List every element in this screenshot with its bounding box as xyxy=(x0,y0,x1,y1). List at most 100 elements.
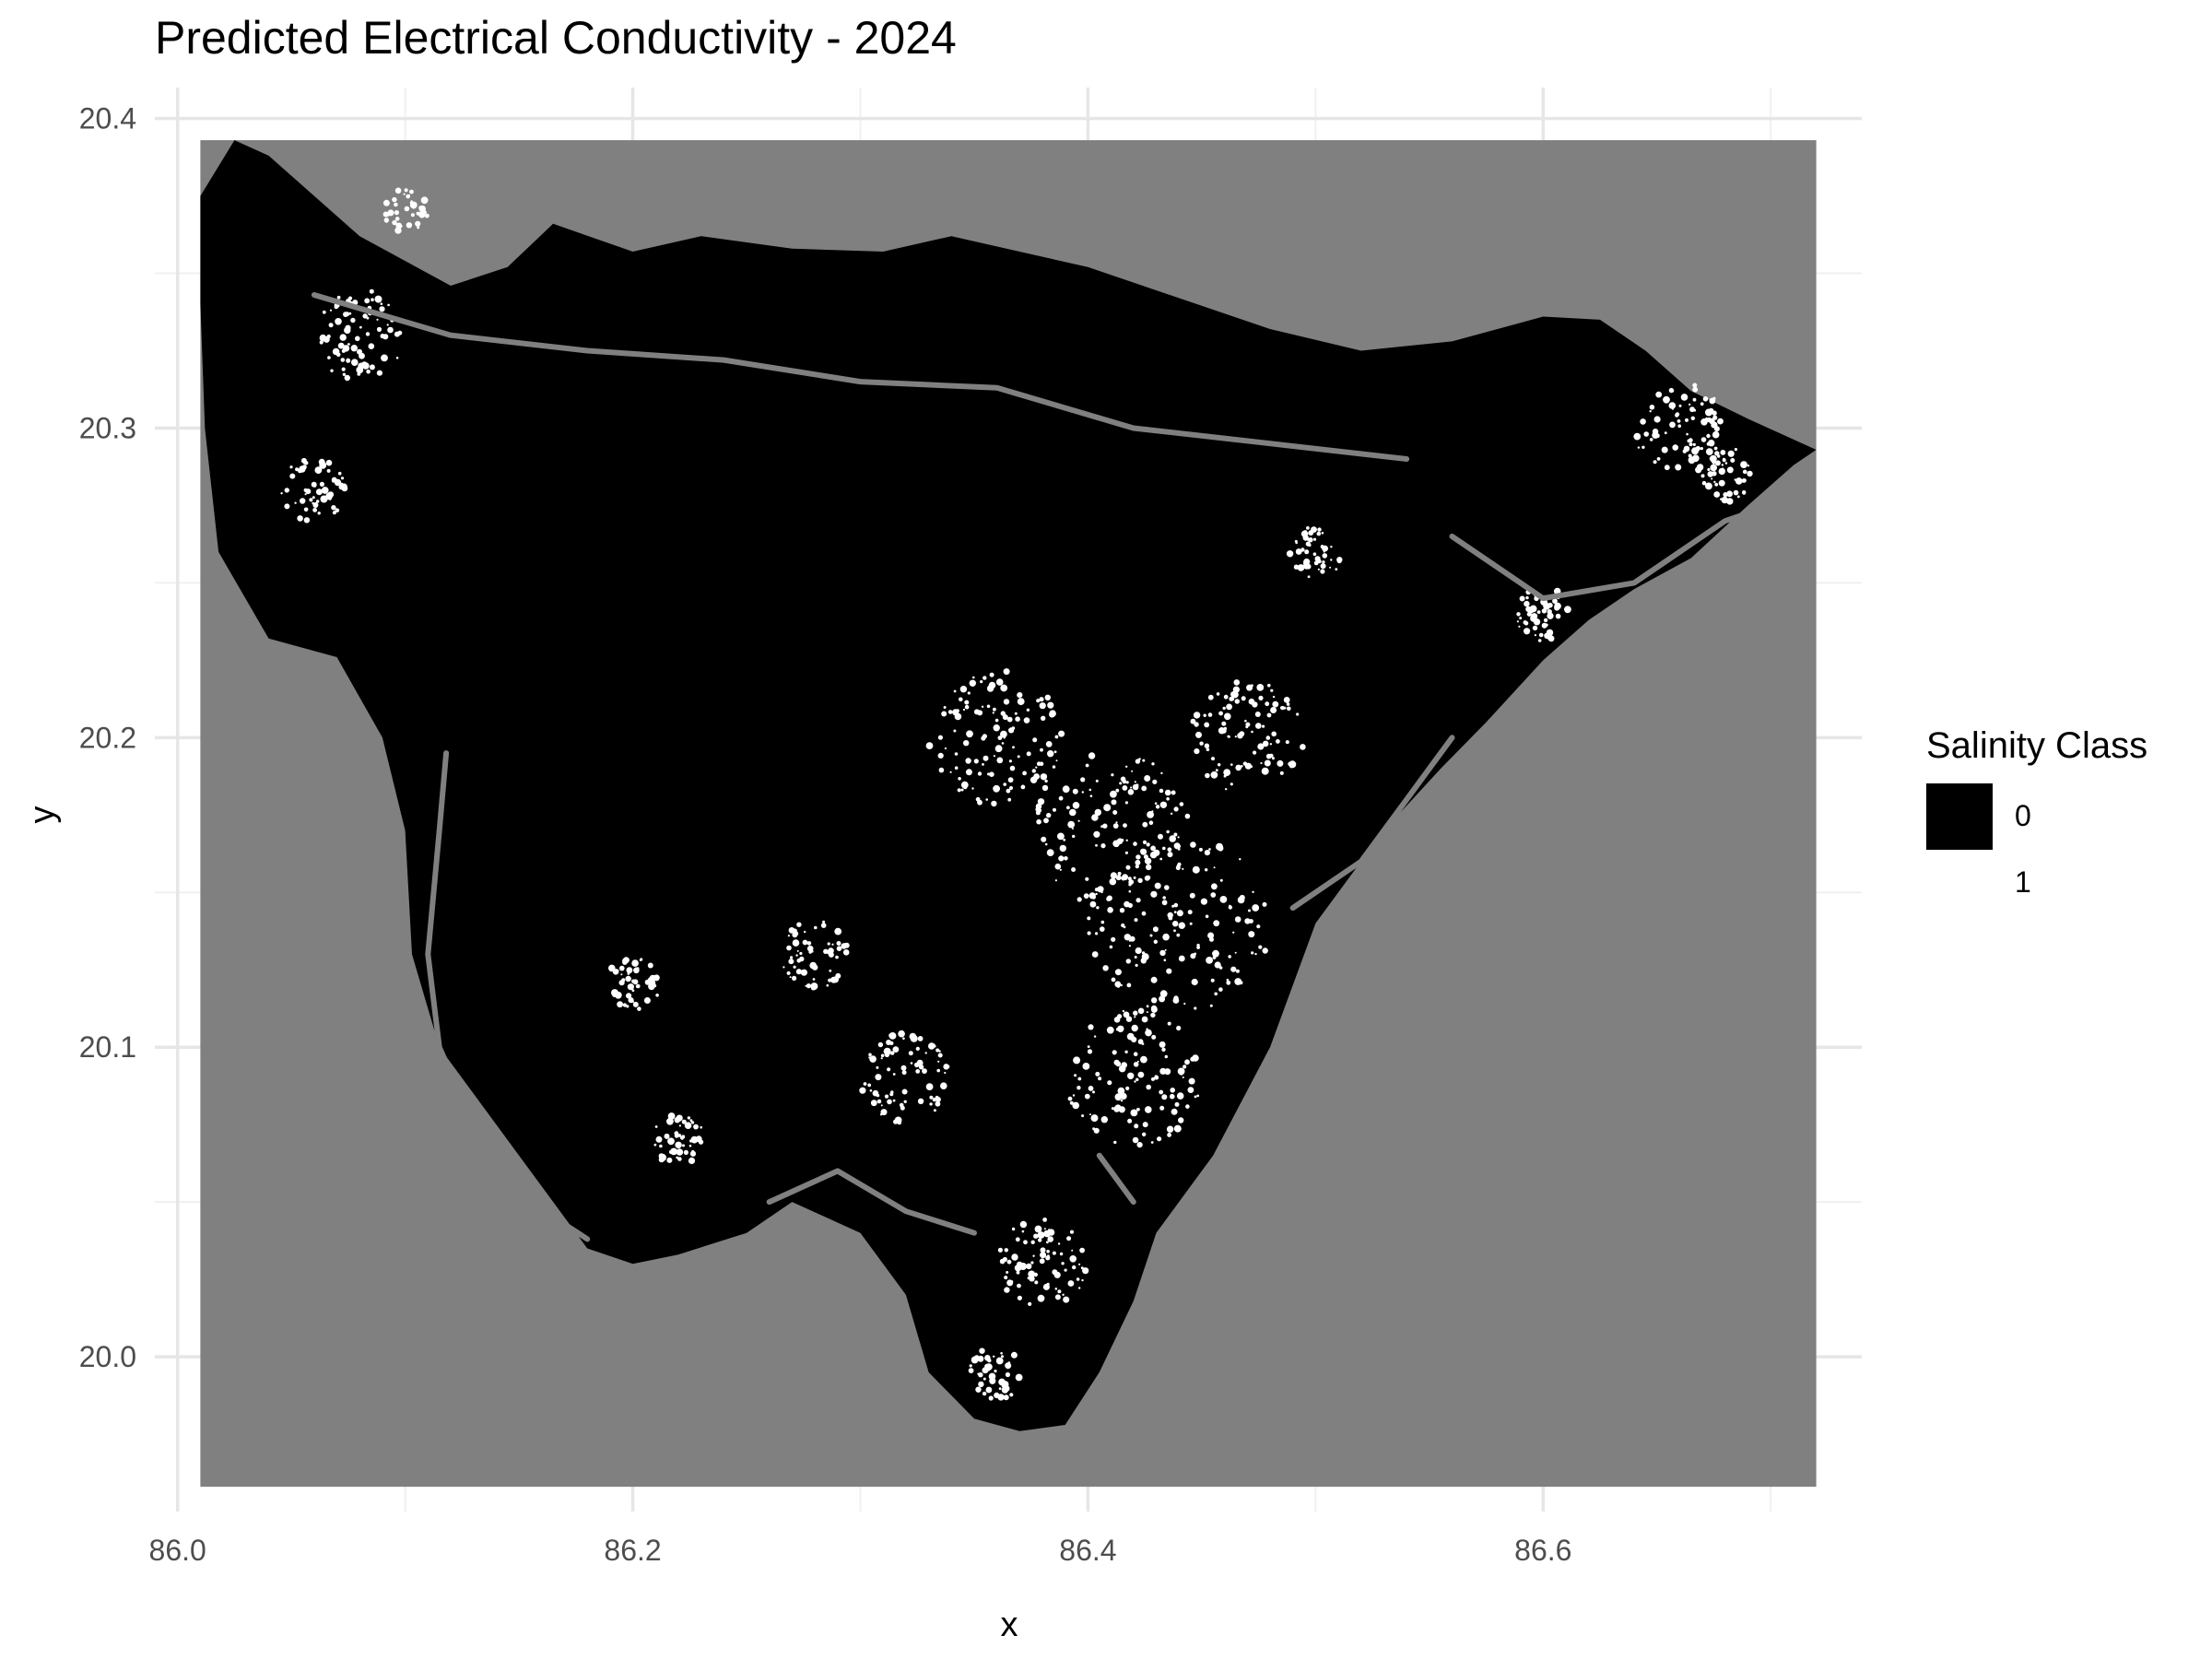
saline-pixel xyxy=(1267,683,1271,688)
saline-pixel xyxy=(916,1059,924,1066)
saline-pixel xyxy=(810,982,818,991)
saline-pixel xyxy=(937,735,944,740)
saline-pixel xyxy=(1020,784,1026,790)
saline-pixel xyxy=(1007,777,1014,783)
saline-pixel xyxy=(1154,882,1161,889)
saline-pixel xyxy=(1073,1056,1081,1065)
saline-pixel xyxy=(1026,708,1030,712)
saline-pixel xyxy=(1176,933,1181,937)
saline-pixel xyxy=(1276,739,1280,744)
saline-pixel xyxy=(993,724,1000,732)
saline-pixel xyxy=(1063,1296,1070,1303)
saline-pixel xyxy=(1136,1142,1143,1148)
saline-pixel xyxy=(908,1051,913,1056)
saline-pixel xyxy=(1678,404,1682,407)
saline-pixel xyxy=(1057,1242,1061,1245)
saline-pixel xyxy=(1219,896,1228,903)
y-tick-label: 20.0 xyxy=(79,1340,136,1373)
saline-pixel xyxy=(317,512,321,515)
saline-pixel xyxy=(963,740,970,747)
saline-pixel xyxy=(1210,892,1217,898)
saline-pixel xyxy=(1641,445,1645,449)
saline-pixel xyxy=(1063,838,1066,841)
saline-pixel xyxy=(1100,920,1105,924)
saline-pixel xyxy=(1003,782,1006,786)
saline-pixel xyxy=(1085,877,1089,881)
saline-pixel xyxy=(1141,1016,1148,1023)
saline-pixel xyxy=(329,309,333,312)
saline-pixel xyxy=(936,1068,940,1073)
saline-pixel xyxy=(1124,934,1132,941)
saline-pixel xyxy=(1692,382,1698,388)
saline-pixel xyxy=(831,943,834,946)
saline-pixel xyxy=(1127,789,1135,795)
saline-pixel xyxy=(1033,1272,1039,1277)
saline-pixel xyxy=(415,220,421,227)
saline-pixel xyxy=(364,298,371,304)
saline-pixel xyxy=(1734,448,1737,452)
saline-pixel xyxy=(880,1053,885,1058)
saline-pixel xyxy=(394,187,402,194)
saline-pixel xyxy=(982,1377,986,1381)
saline-patch xyxy=(608,957,660,1011)
saline-pixel xyxy=(1727,450,1735,457)
saline-pixel xyxy=(1677,419,1681,423)
saline-pixel xyxy=(1115,821,1118,824)
saline-pixel xyxy=(1300,530,1309,537)
saline-pixel xyxy=(1125,865,1131,870)
saline-pixel xyxy=(1092,1090,1095,1094)
saline-pixel xyxy=(348,312,352,315)
saline-pixel xyxy=(1322,560,1325,564)
saline-pixel xyxy=(1077,1086,1081,1090)
saline-pixel xyxy=(1053,1271,1061,1278)
saline-pixel xyxy=(1134,918,1138,923)
saline-pixel xyxy=(690,1121,695,1124)
saline-pixel xyxy=(1184,1059,1190,1065)
saline-pixel xyxy=(1058,795,1064,801)
saline-pixel xyxy=(1004,1248,1009,1253)
saline-pixel xyxy=(789,976,792,979)
saline-pixel xyxy=(1162,896,1166,900)
saline-pixel xyxy=(386,324,389,326)
saline-pixel xyxy=(1279,771,1284,775)
saline-pixel xyxy=(843,942,850,948)
saline-pixel xyxy=(620,973,623,976)
saline-pixel xyxy=(900,1105,905,1111)
saline-pixel xyxy=(1269,743,1273,746)
saline-pixel xyxy=(1113,1105,1120,1112)
saline-pixel xyxy=(1093,830,1100,838)
saline-pixel xyxy=(887,1067,891,1072)
saline-pixel xyxy=(800,969,808,976)
saline-pixel xyxy=(1209,1004,1213,1007)
saline-pixel xyxy=(917,1036,924,1041)
saline-pixel xyxy=(1106,896,1112,901)
saline-pixel xyxy=(1147,811,1154,818)
saline-pixel xyxy=(1207,932,1215,939)
saline-pixel xyxy=(1137,1071,1145,1078)
saline-pixel xyxy=(357,372,361,376)
saline-pixel xyxy=(371,298,374,302)
saline-pixel xyxy=(368,343,375,350)
saline-pixel xyxy=(1150,845,1156,852)
saline-pixel xyxy=(1726,466,1734,474)
saline-pixel xyxy=(1150,1012,1156,1018)
saline-pixel xyxy=(1009,1393,1014,1397)
saline-pixel xyxy=(1029,1276,1035,1282)
y-tick-label: 20.4 xyxy=(79,102,136,135)
saline-pixel xyxy=(1100,825,1104,829)
saline-pixel xyxy=(1017,1295,1022,1300)
saline-pixel xyxy=(648,982,655,991)
saline-pixel xyxy=(622,1003,628,1007)
saline-pixel xyxy=(1669,421,1676,429)
saline-pixel xyxy=(1164,1054,1169,1059)
saline-pixel xyxy=(995,678,1004,686)
saline-pixel xyxy=(1221,728,1227,734)
saline-pixel xyxy=(1136,1107,1140,1112)
saline-pixel xyxy=(835,955,839,959)
saline-pixel xyxy=(876,1065,879,1069)
saline-pixel xyxy=(1160,771,1163,775)
saline-pixel xyxy=(1304,549,1310,555)
saline-pixel xyxy=(959,686,968,693)
saline-pixel xyxy=(1125,839,1128,841)
saline-pixel xyxy=(1213,885,1217,889)
